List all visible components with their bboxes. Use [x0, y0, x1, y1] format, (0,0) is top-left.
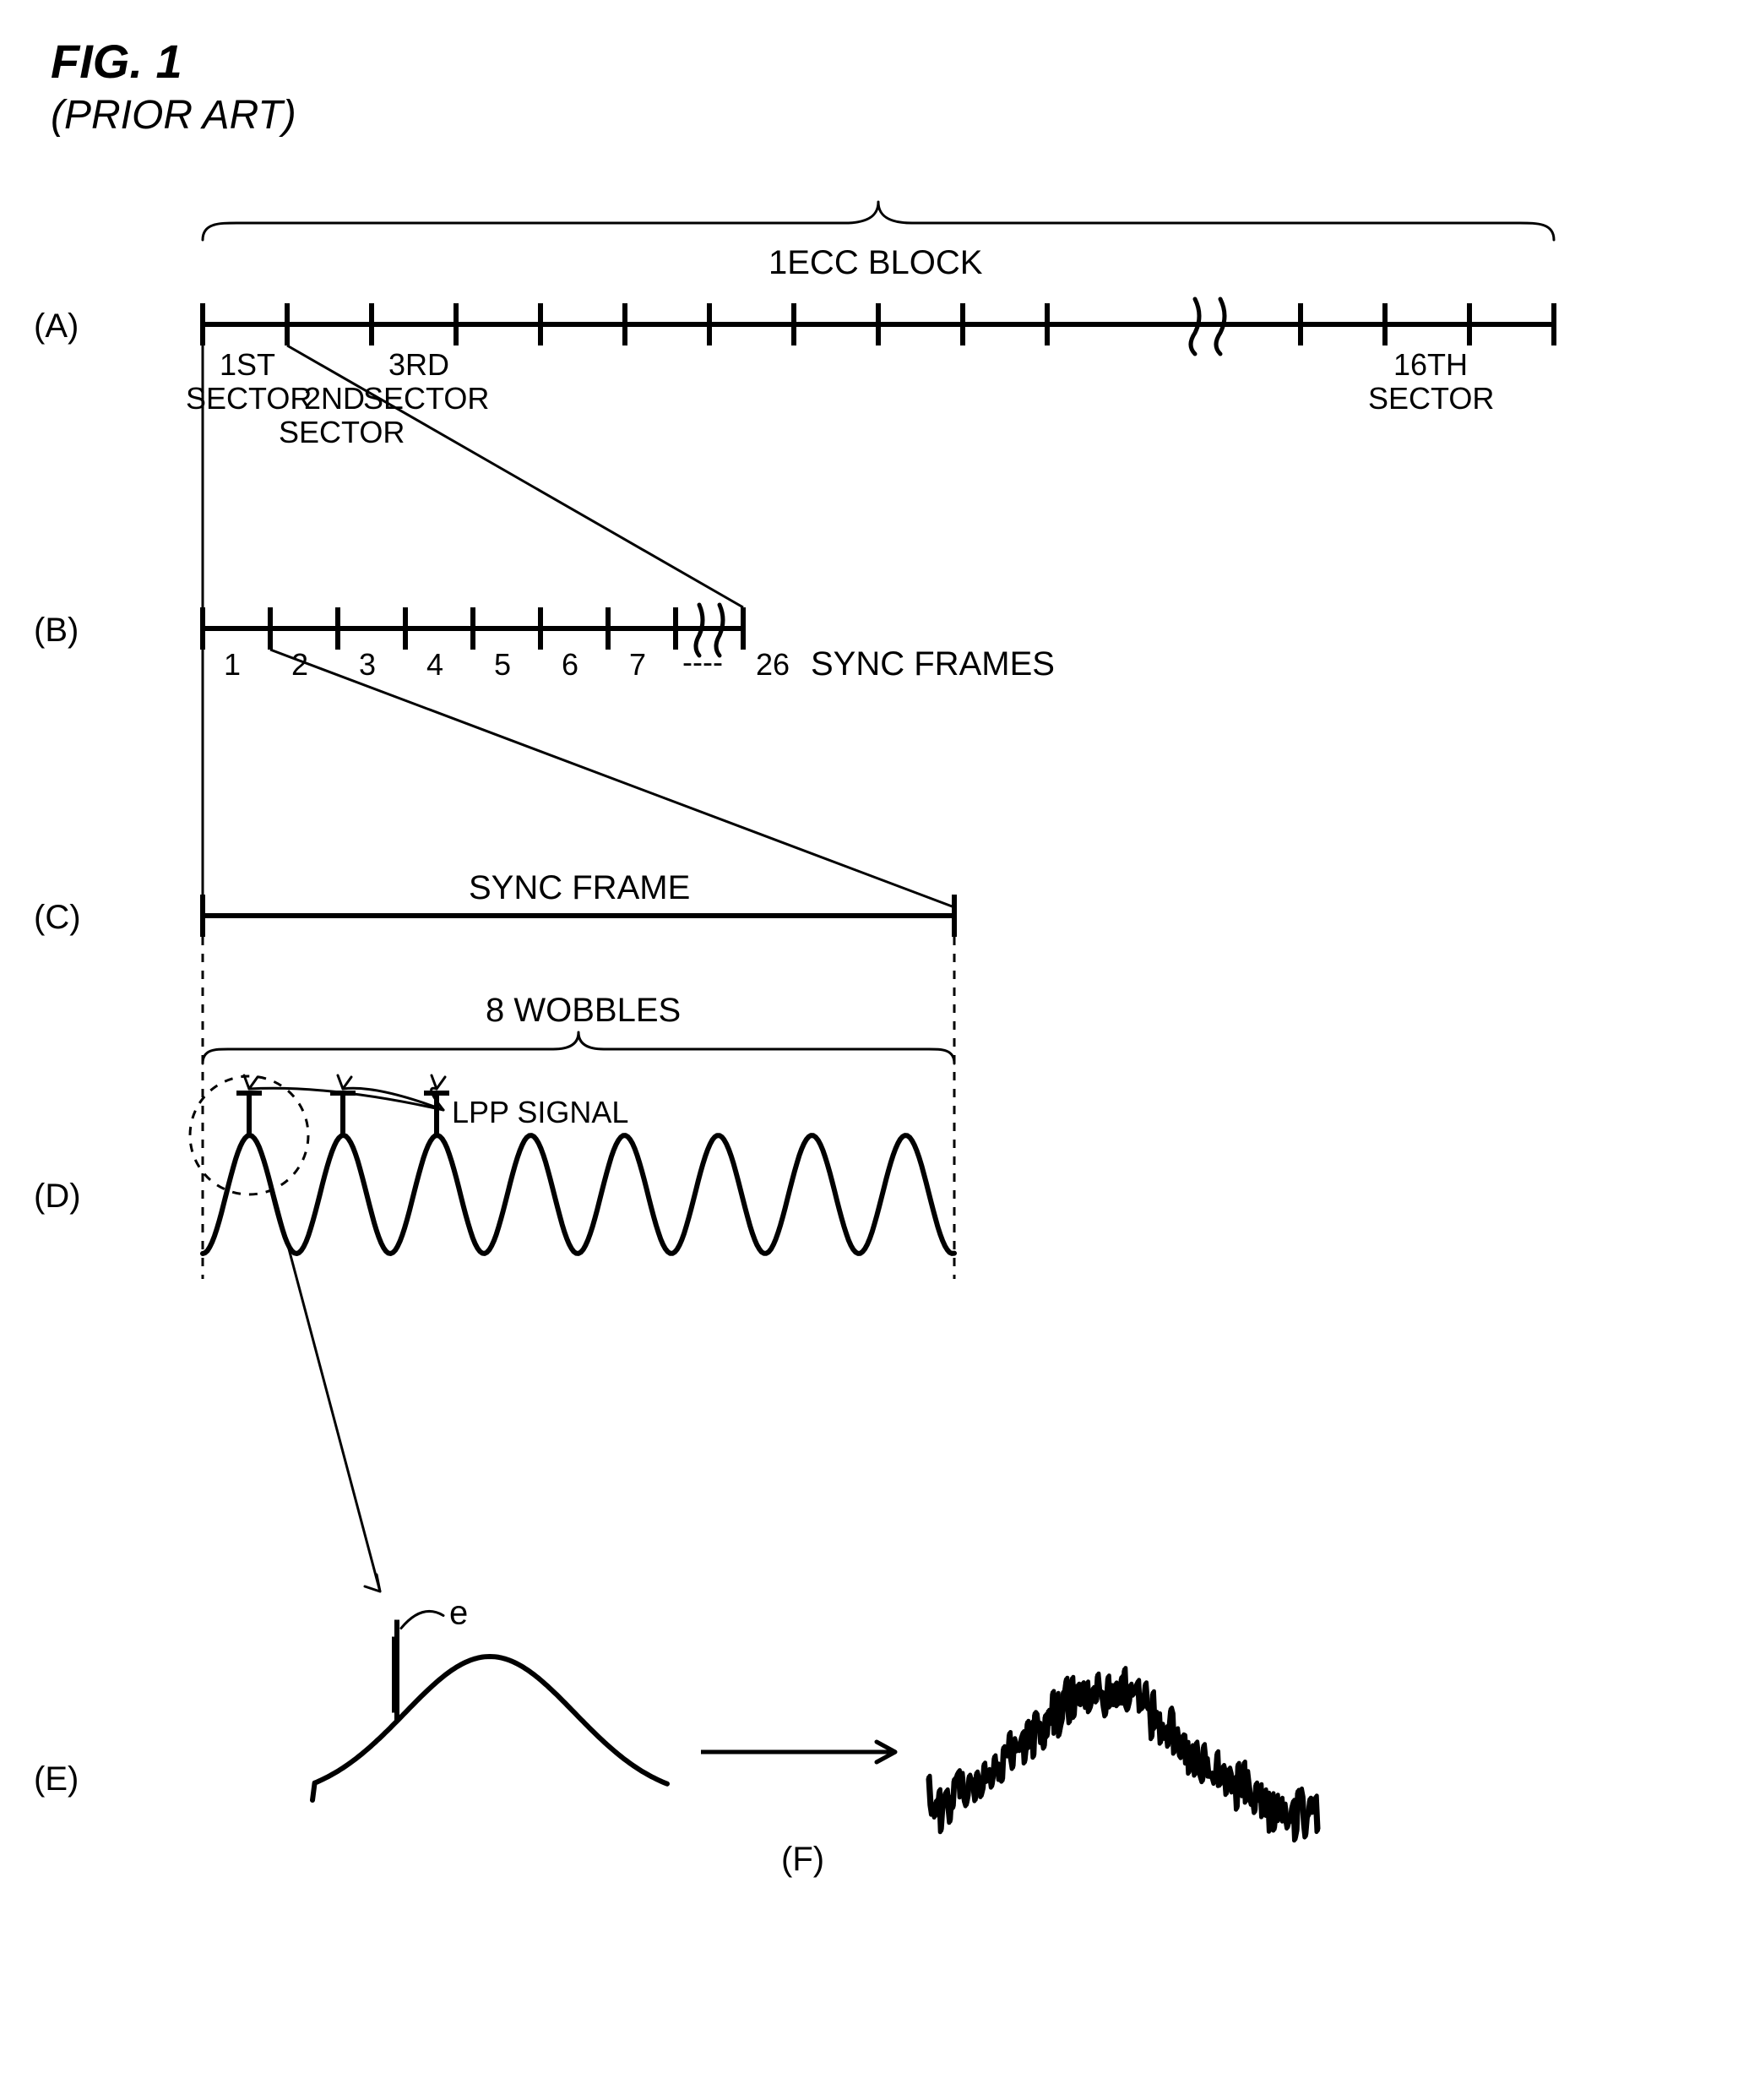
svg-text:16TH: 16TH [1393, 347, 1468, 382]
row-c-label: (C) [34, 899, 81, 937]
row-a-label: (A) [34, 307, 79, 345]
svg-text:2: 2 [291, 647, 308, 682]
svg-text:SYNC FRAME: SYNC FRAME [469, 869, 690, 906]
svg-text:1: 1 [224, 647, 241, 682]
svg-text:6: 6 [562, 647, 578, 682]
svg-text:SECTOR: SECTOR [1368, 381, 1494, 416]
svg-text:3RD: 3RD [388, 347, 449, 382]
row-e-label: (E) [34, 1760, 79, 1798]
svg-text:SECTOR: SECTOR [363, 381, 489, 416]
svg-text:SECTOR: SECTOR [186, 381, 312, 416]
svg-text:8 WOBBLES: 8 WOBBLES [486, 992, 681, 1029]
svg-text:----: ---- [682, 645, 723, 679]
svg-text:7: 7 [629, 647, 646, 682]
figure-subtitle: (PRIOR ART) [34, 92, 1704, 139]
svg-text:e: e [449, 1594, 468, 1631]
row-d-label: (D) [34, 1178, 81, 1216]
diagram-svg: 1ECC BLOCK1STSECTOR2NDSECTOR3RDSECTOR16T… [34, 181, 1638, 2039]
svg-text:SECTOR: SECTOR [279, 415, 405, 449]
row-b-label: (B) [34, 612, 79, 650]
svg-text:LPP SIGNAL: LPP SIGNAL [452, 1095, 628, 1129]
svg-text:(F): (F) [781, 1841, 824, 1878]
svg-text:26: 26 [756, 647, 790, 682]
svg-text:1ST: 1ST [220, 347, 275, 382]
svg-text:SYNC FRAMES: SYNC FRAMES [811, 645, 1055, 683]
svg-text:4: 4 [426, 647, 443, 682]
svg-text:3: 3 [359, 647, 376, 682]
figure-title: FIG. 1 [34, 34, 1704, 89]
svg-text:1ECC BLOCK: 1ECC BLOCK [769, 244, 983, 281]
svg-text:5: 5 [494, 647, 511, 682]
diagram: 1ECC BLOCK1STSECTOR2NDSECTOR3RDSECTOR16T… [34, 181, 1638, 2039]
